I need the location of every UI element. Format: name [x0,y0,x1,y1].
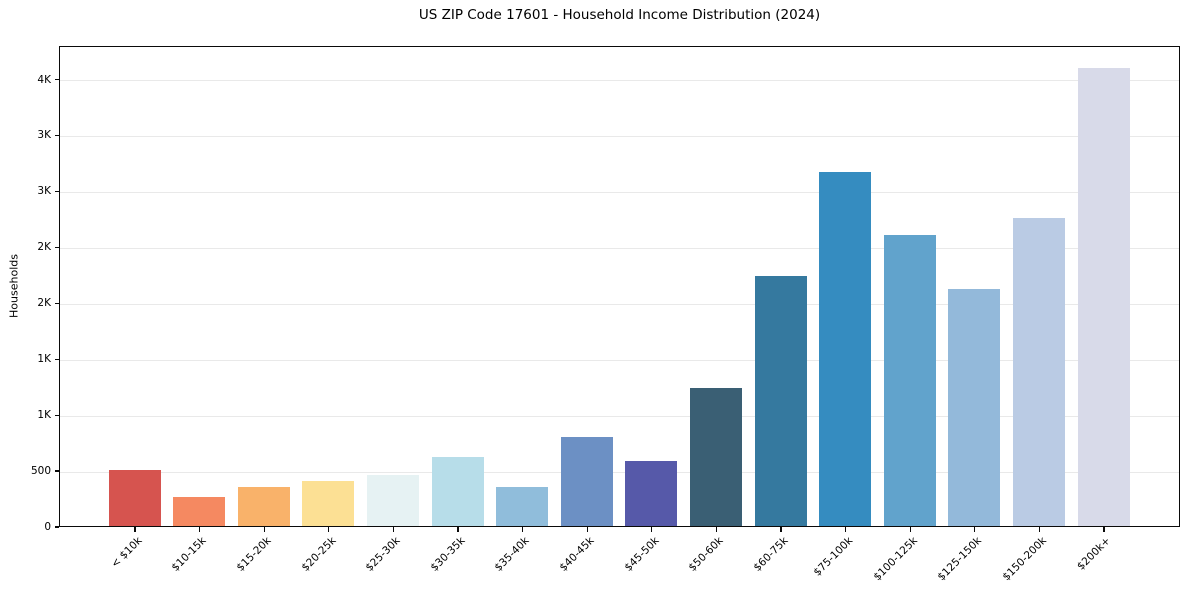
y-tick-label-4000: 4K [37,73,51,86]
bar-75-100k [819,171,872,526]
x-tick-mark-20-25k [328,527,330,532]
bar-45-50k [625,461,678,526]
gridline-4000 [60,80,1179,82]
x-tick-label-75-100k: $75-100k [811,534,855,579]
x-tick-label-50-60k: $50-60k [686,534,726,574]
y-tick-label-3500: 3K [37,129,51,142]
x-tick-label-30-35k: $30-35k [428,534,468,574]
bar-60-75k [754,276,807,526]
x-tick-label-100-125k: $100-125k [870,534,920,584]
x-tick-label-150-200k: $150-200k [1000,534,1049,584]
gridline-2000 [60,303,1179,305]
y-tick-mark-3500 [54,134,59,137]
x-tick-mark-50-60k [715,527,718,532]
gridline-2500 [60,247,1179,249]
x-tick-label-45-50k: $45-50k [621,534,662,574]
y-axis-label: Households [7,254,21,318]
y-tick-label-2000: 2K [37,297,51,310]
y-tick-mark-2500 [54,246,59,249]
y-tick-label-1000: 1K [37,409,51,422]
y-tick-label-0: 0 [44,521,51,533]
x-tick-label-60-75k: $60-75k [751,534,791,574]
gridline-500 [60,471,1179,473]
x-tick-mark-45-50k [651,527,653,532]
y-tick-mark-1000 [54,414,59,416]
gridline-3000 [60,191,1179,193]
x-tick-label-15-20k: $15-20k [234,534,274,574]
bar-35-40k [496,486,549,526]
bar-100-125k [883,235,936,526]
x-tick-mark-60-75k [780,527,782,532]
x-tick-label-200k: $200k+ [1075,534,1114,573]
x-tick-mark-150-200k [1038,527,1041,532]
bar-200k [1077,67,1130,526]
y-tick-label-1500: 1K [37,353,51,366]
x-tick-label-10k: < $10k [108,534,145,571]
bar-30-35k [431,457,484,526]
bar-150-200k [1013,217,1065,526]
bar-20-25k [302,481,355,526]
bar-10k [108,470,161,526]
x-tick-label-35-40k: $35-40k [492,534,532,574]
x-tick-mark-10-15k [198,527,201,532]
y-tick-label-2500: 2K [37,241,51,254]
y-tick-mark-0 [54,526,59,528]
x-tick-label-125-150k: $125-150k [935,534,985,584]
x-tick-mark-100-125k [909,527,911,532]
y-tick-mark-3000 [54,190,59,193]
x-tick-mark-10k [134,527,136,532]
x-tick-mark-125-150k [974,527,976,532]
bar-25-30k [367,474,419,526]
bar-50-60k [690,387,742,526]
bar-15-20k [237,487,290,526]
gridline-3500 [60,135,1179,137]
x-tick-mark-25-30k [392,527,395,532]
x-tick-mark-40-45k [586,527,588,532]
x-tick-mark-15-20k [263,527,265,532]
y-tick-label-3000: 3K [37,185,51,198]
x-tick-label-40-45k: $40-45k [557,534,597,574]
y-tick-mark-500 [54,470,59,472]
gridline-1000 [60,415,1179,417]
x-tick-mark-30-35k [457,527,459,532]
x-tick-label-20-25k: $20-25k [298,534,339,574]
chart-title: US ZIP Code 17601 - Household Income Dis… [418,7,821,23]
x-tick-mark-200k [1103,527,1105,532]
plot-area [59,46,1180,527]
gridline-1500 [60,359,1179,361]
y-tick-mark-1500 [54,358,59,360]
x-tick-label-10-15k: $10-15k [169,534,209,574]
y-tick-mark-2000 [54,302,59,304]
bar-125-150k [948,288,1001,526]
y-tick-mark-4000 [54,78,59,81]
bar-40-45k [560,436,613,526]
x-tick-mark-75-100k [844,527,847,532]
bar-10-15k [173,497,226,526]
y-tick-label-500: 500 [30,465,51,478]
x-tick-mark-35-40k [521,527,524,532]
x-tick-label-25-30k: $25-30k [363,534,403,574]
